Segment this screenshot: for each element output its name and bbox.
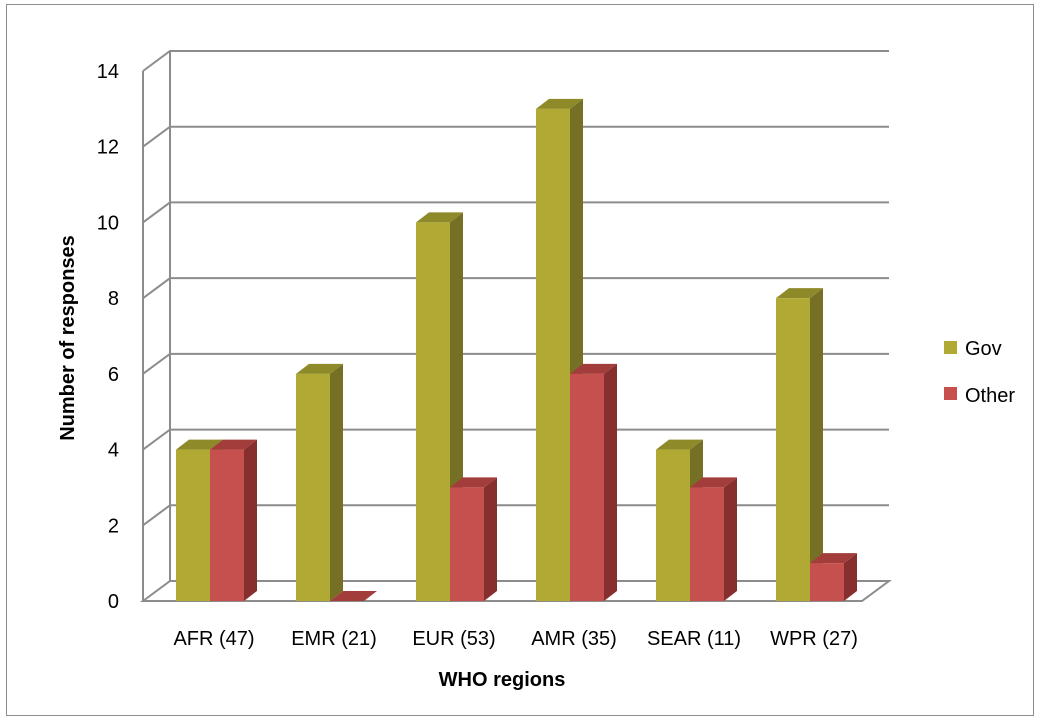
gridline <box>142 428 889 451</box>
bar-front-face <box>210 449 244 601</box>
gridline <box>142 504 889 527</box>
y-tick-label: 14 <box>97 61 119 83</box>
x-tick-label: EUR (53) <box>412 628 495 650</box>
bar-gov <box>776 288 823 601</box>
bar-top-face <box>536 98 583 109</box>
bar-side-face <box>844 553 857 601</box>
bar-top-face <box>570 363 617 374</box>
bar-front-face <box>450 487 484 601</box>
bar-other <box>810 553 857 601</box>
bar-front-face <box>570 373 604 601</box>
bars <box>176 98 857 601</box>
y-tick-label: 0 <box>108 591 119 613</box>
bar-front-face <box>690 487 724 601</box>
legend-label-other: Other <box>965 385 1015 407</box>
legend-label-gov: Gov <box>965 338 1002 360</box>
bar-side-face <box>810 288 823 601</box>
bar-other <box>450 477 497 601</box>
gridline <box>142 201 889 224</box>
bar-top-face <box>416 212 463 223</box>
bar-top-face <box>330 591 377 601</box>
x-axis-title: WHO regions <box>439 669 566 691</box>
bar-front-face <box>810 563 844 601</box>
gridline <box>142 352 889 375</box>
y-tick-label: 6 <box>108 364 119 386</box>
bar-gov <box>296 363 343 601</box>
bar-top-face <box>776 288 823 299</box>
bar-side-face <box>604 363 617 601</box>
bar-top-face <box>296 363 343 374</box>
gridline <box>142 125 889 148</box>
bar-front-face <box>296 373 330 601</box>
gridline <box>142 50 889 72</box>
y-tick-label: 2 <box>108 515 119 537</box>
y-tick-label: 10 <box>97 212 119 234</box>
bar-side-face <box>484 477 497 601</box>
legend-swatch-gov <box>944 341 957 354</box>
gridline <box>142 277 889 299</box>
bar-other <box>210 439 257 601</box>
bar-top-face <box>210 439 257 450</box>
x-axis-ticks: AFR (47) EMR (21) EUR (53) AMR (35) SEAR (11… <box>173 628 857 650</box>
y-tick-label: 12 <box>97 137 119 159</box>
bar-top-face <box>656 439 703 450</box>
chart-walls <box>142 51 171 601</box>
bar-top-face <box>176 439 223 450</box>
bar-front-face <box>176 449 210 601</box>
y-tick-label: 4 <box>108 440 119 462</box>
bar-side-face <box>244 439 257 601</box>
y-tick-label: 8 <box>108 288 119 310</box>
x-tick-label: SEAR (11) <box>647 628 741 650</box>
x-tick-label: EMR (21) <box>291 628 377 650</box>
y-axis-title: Number of responses <box>57 235 79 441</box>
x-tick-label: AFR (47) <box>173 628 254 650</box>
bar-front-face <box>776 298 810 601</box>
bar-side-face <box>724 477 737 601</box>
bar-top-face <box>810 553 857 564</box>
bar-other <box>330 591 377 601</box>
bar-top-face <box>690 477 737 488</box>
legend: Gov Other <box>944 338 1015 407</box>
bar-other <box>570 363 617 601</box>
bar-top-face <box>450 477 497 488</box>
legend-swatch-other <box>944 387 957 400</box>
bar-front-face <box>416 222 450 601</box>
x-tick-label: AMR (35) <box>531 628 617 650</box>
bar-front-face <box>536 108 570 601</box>
bar-side-face <box>330 363 343 601</box>
x-tick-label: WPR (27) <box>770 628 858 650</box>
bar-other <box>690 477 737 601</box>
bar-front-face <box>656 449 690 601</box>
y-axis-ticks: 0 2 4 6 8 10 12 14 <box>97 61 119 613</box>
gridlines <box>142 50 889 527</box>
